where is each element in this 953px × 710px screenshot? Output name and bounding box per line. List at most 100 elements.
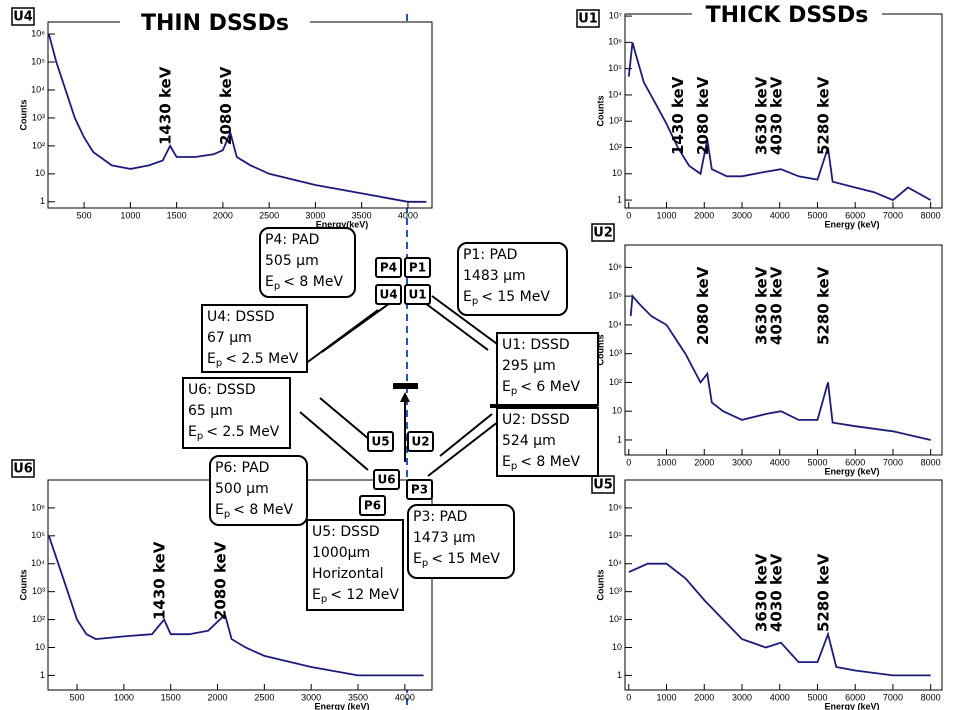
y-tick-label: 1	[617, 434, 622, 444]
info-energy: Ep < 8 MeV	[502, 454, 580, 472]
x-tick-label: 8000	[921, 210, 941, 220]
info-box	[496, 407, 599, 477]
peak-label: 1430 keV	[157, 66, 175, 145]
x-tick-label: 2000	[208, 692, 228, 702]
detector-label: P4	[380, 261, 397, 275]
info-line: 1000µm	[312, 545, 370, 561]
plot-frame	[624, 244, 943, 456]
peak-label: 3630 keV	[752, 76, 770, 155]
spectrum	[627, 42, 932, 202]
energy-subscript: p	[422, 558, 428, 569]
spectrum	[48, 33, 427, 203]
x-tick-label: 2500	[259, 210, 279, 220]
info-box	[457, 242, 568, 316]
x-tick-label: 5000	[807, 457, 827, 467]
peak-label: 1430 keV	[151, 541, 169, 620]
y-tick-label: 10³	[609, 348, 622, 358]
y-tick-label: 10	[35, 168, 45, 178]
info-energy: Ep < 2.5 MeV	[188, 424, 280, 442]
x-tick-label: 4000	[770, 692, 790, 702]
x-axis-label: Energy(keV)	[316, 219, 369, 229]
info-energy: Ep < 12 MeV	[312, 587, 399, 605]
detector-label-box	[375, 284, 402, 305]
detector-label: U1	[408, 288, 426, 302]
x-tick-label: 3500	[348, 692, 368, 702]
panel-tag: U6	[13, 462, 33, 477]
energy-subscript: p	[274, 281, 280, 292]
y-tick-label: 10⁵	[608, 530, 622, 540]
y-tick-label: 10³	[609, 116, 622, 126]
detector-label: U5	[371, 435, 389, 449]
energy-limit: < 8 MeV	[233, 502, 293, 518]
x-tick-label: 6000	[845, 210, 865, 220]
detector-label-box	[406, 479, 433, 500]
x-tick-label: 1500	[161, 692, 181, 702]
y-tick-label: 10³	[32, 586, 45, 596]
panel-tag-box	[11, 7, 35, 26]
y-tick-label: 10⁶	[31, 28, 45, 38]
detector-label: P3	[411, 483, 428, 497]
energy-limit: < 15 MeV	[431, 551, 500, 567]
y-tick-label: 10⁵	[608, 291, 622, 301]
x-tick-label: 3000	[305, 210, 325, 220]
x-tick-label: 5000	[807, 692, 827, 702]
energy-symbol: E	[265, 274, 274, 290]
peak-label: 5280 keV	[815, 553, 833, 632]
info-line: 295 µm	[502, 358, 556, 374]
panel-tag-box	[576, 9, 600, 28]
x-tick-label: 6000	[845, 457, 865, 467]
x-tick-label: 3000	[301, 692, 321, 702]
detector-label: U2	[411, 435, 429, 449]
energy-limit: < 12 MeV	[330, 587, 399, 603]
panel-tag: U5	[593, 478, 613, 493]
info-line: U4: DSSD	[207, 309, 275, 325]
info-line: 505 µm	[265, 253, 319, 269]
y-tick-label: 10²	[32, 614, 45, 624]
energy-subscript: p	[197, 431, 203, 442]
heading: THICK DSSDs	[706, 3, 869, 28]
x-tick-label: 8000	[921, 692, 941, 702]
x-tick-label: 1500	[167, 210, 187, 220]
info-line: 500 µm	[215, 481, 269, 497]
heading: THIN DSSDs	[141, 11, 289, 36]
x-tick-label: 6000	[845, 692, 865, 702]
heading-bg	[692, 2, 882, 26]
x-tick-label: 2000	[213, 210, 233, 220]
y-tick-label: 1	[617, 670, 622, 680]
y-axis-label: Counts	[18, 100, 28, 131]
info-energy: Ep < 15 MeV	[413, 551, 500, 569]
detector-label-box	[404, 257, 431, 278]
peak-label: 4030 keV	[767, 553, 785, 632]
energy-symbol: E	[188, 424, 197, 440]
y-tick-label: 10²	[32, 140, 45, 150]
detector-label-box	[373, 469, 400, 490]
energy-symbol: E	[502, 454, 511, 470]
info-box	[259, 227, 356, 298]
arrow-head	[400, 392, 410, 402]
y-tick-label: 10⁷	[609, 10, 622, 20]
x-tick-label: 1000	[656, 692, 676, 702]
y-axis-label: Counts	[595, 570, 605, 601]
heading-bg	[120, 10, 310, 34]
panel-tag: U1	[578, 12, 598, 27]
y-axis-label: Counts	[595, 96, 605, 127]
energy-symbol: E	[312, 587, 321, 603]
detector-label: U4	[379, 288, 397, 302]
info-energy: Ep < 8 MeV	[215, 502, 293, 520]
energy-symbol: E	[502, 379, 511, 395]
info-line: 524 µm	[502, 433, 556, 449]
info-box	[496, 332, 599, 406]
energy-limit: < 6 MeV	[520, 379, 580, 395]
peak-label: 5280 keV	[815, 76, 833, 155]
peak-label: 3630 keV	[752, 266, 770, 345]
x-tick-label: 2000	[694, 692, 714, 702]
info-line: U6: DSSD	[188, 382, 256, 398]
info-line: 1473 µm	[413, 530, 476, 546]
panel-tag: U4	[13, 10, 33, 25]
y-tick-label: 10	[612, 168, 622, 178]
energy-limit: < 15 MeV	[481, 289, 550, 305]
info-line: P3: PAD	[413, 509, 467, 525]
info-line: Horizontal	[312, 566, 383, 582]
x-tick-label: 4000	[395, 692, 415, 702]
x-tick-label: 1000	[656, 210, 676, 220]
